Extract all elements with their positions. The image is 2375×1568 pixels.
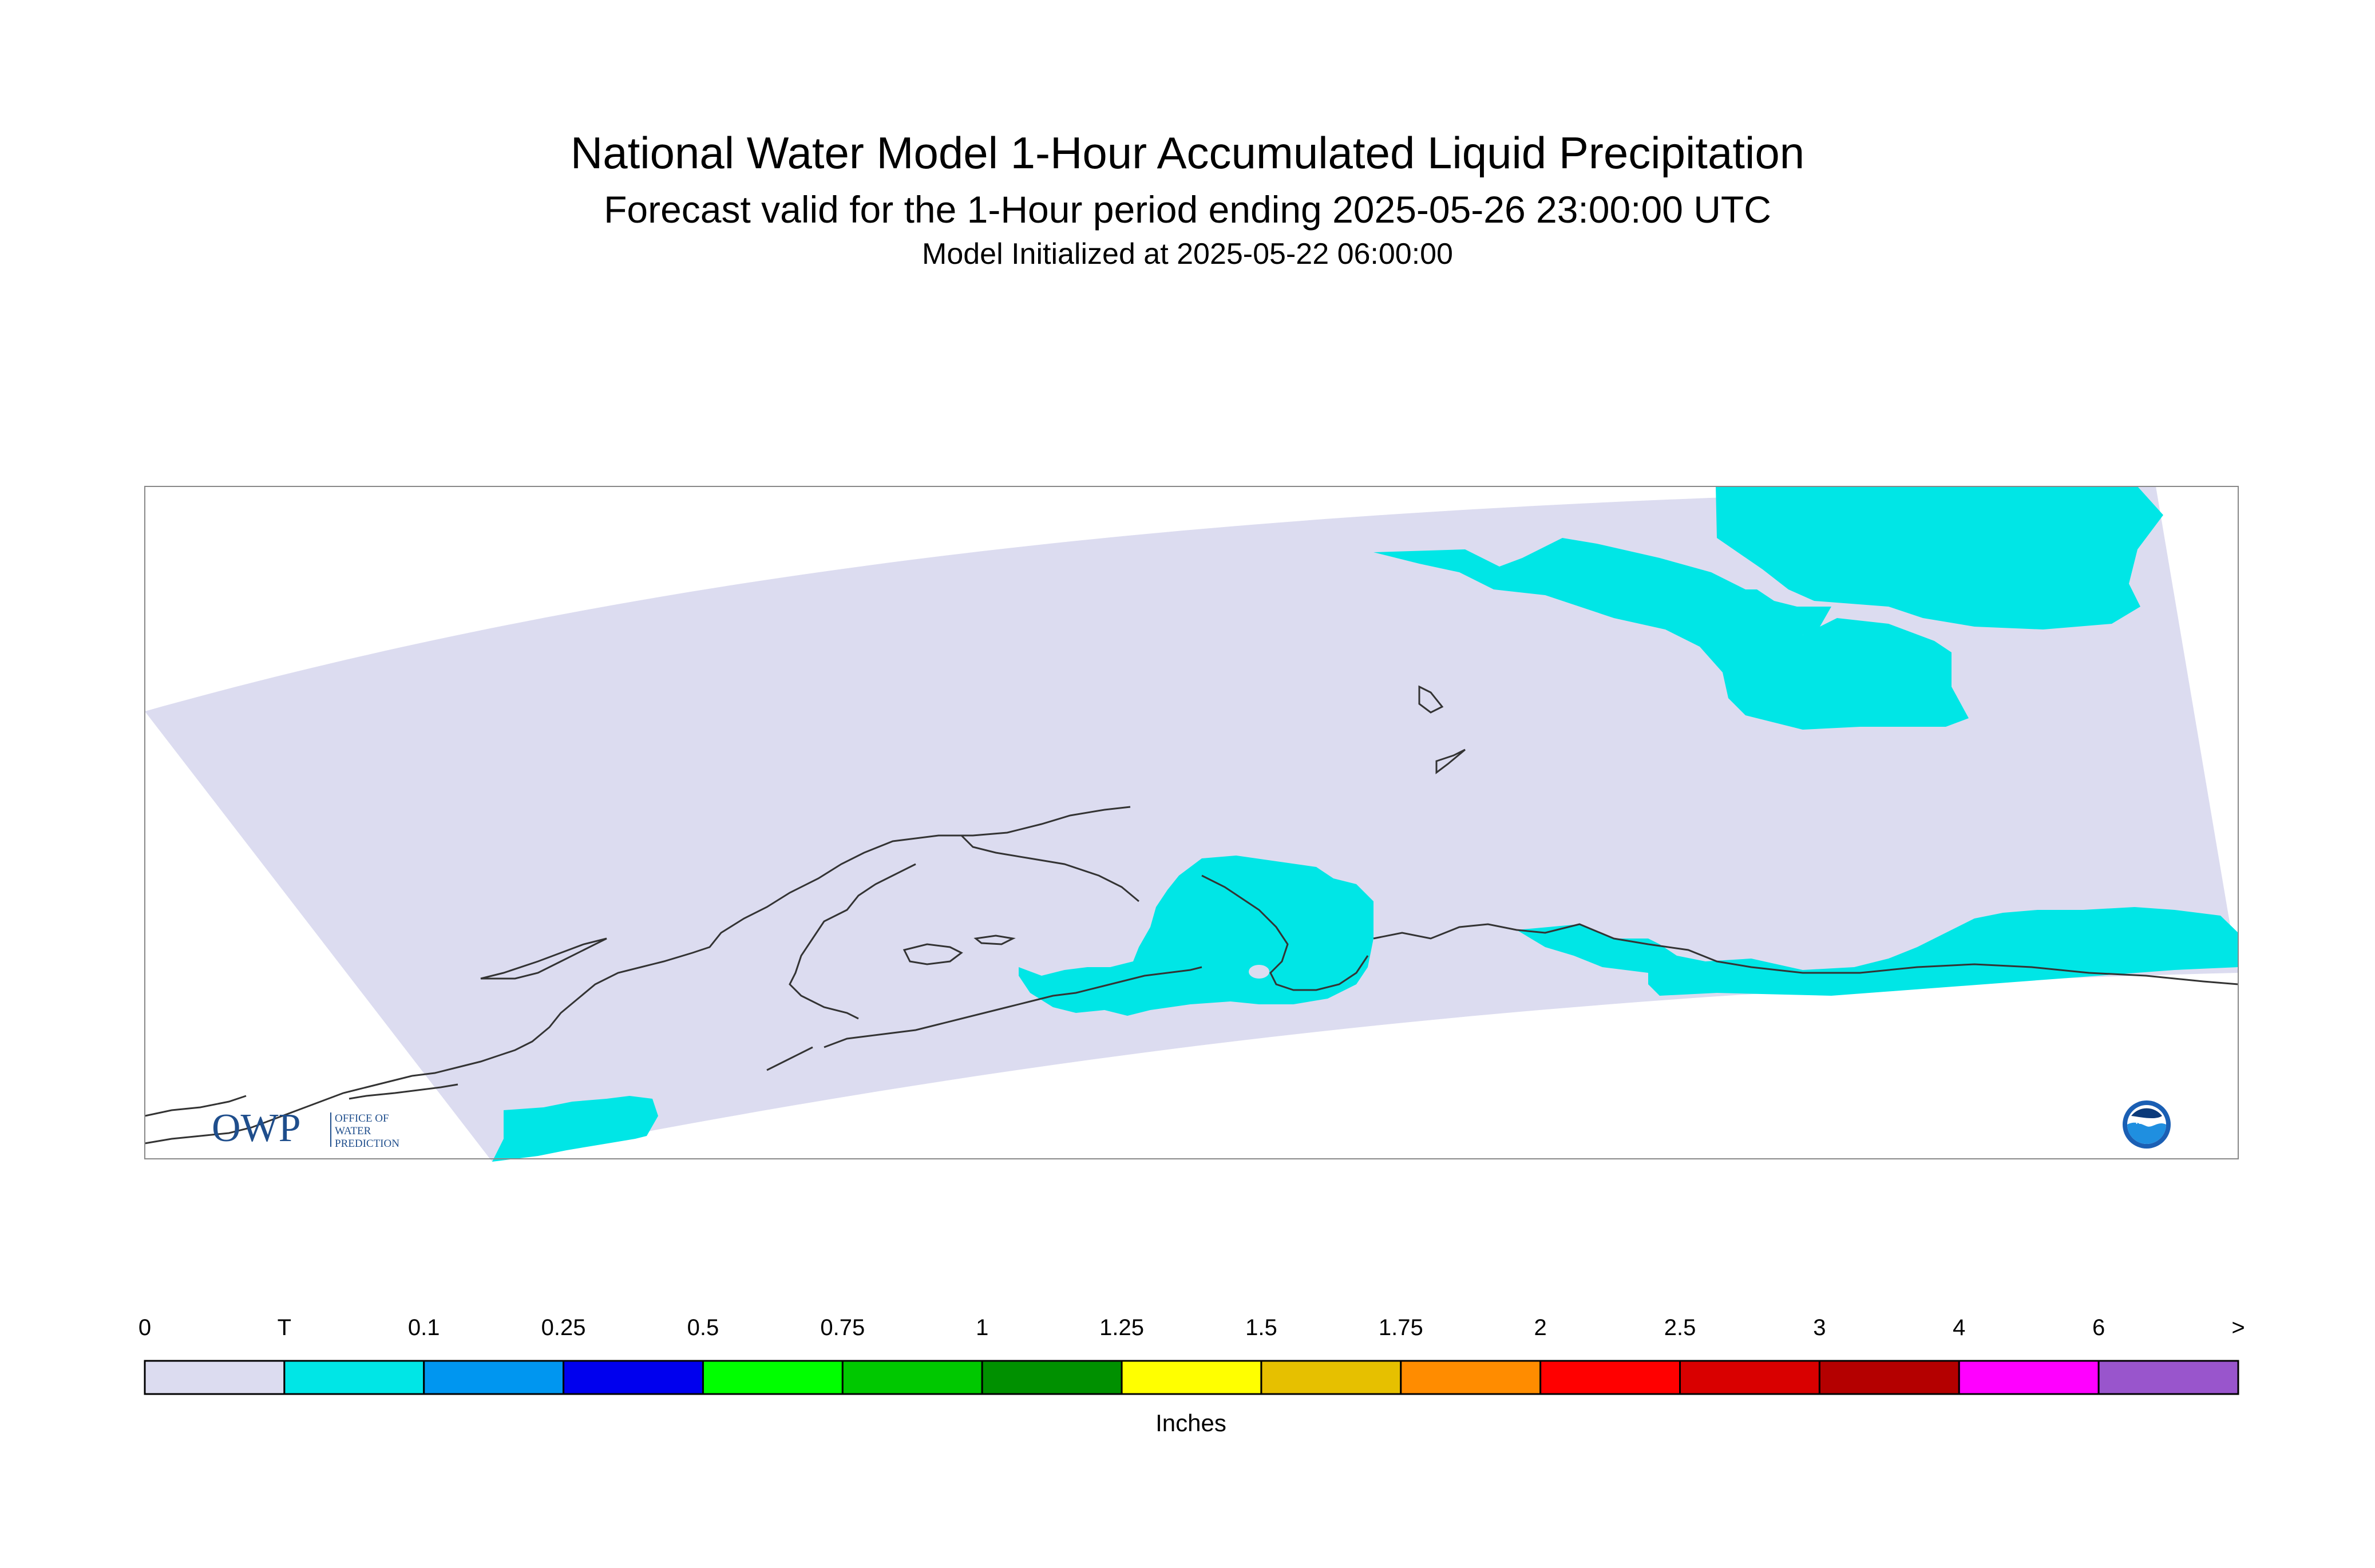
owp-logo-mark: OWP	[212, 1106, 301, 1150]
coastline-bristol-bay	[1201, 874, 1369, 991]
colorbar-swatch	[144, 1360, 286, 1395]
coastline-island-1	[973, 935, 1016, 945]
coastline-alaska-peninsula	[824, 966, 1202, 1048]
colorbar-tick-label: 1	[976, 1315, 989, 1340]
coastline-nunivak	[902, 943, 963, 965]
colorbar-swatch	[1679, 1360, 1820, 1395]
precip-area-southwest	[492, 1096, 658, 1162]
noaa-logo: NOAA	[2123, 1100, 2171, 1149]
precip-area-bristol-bay	[1019, 856, 1373, 1016]
precip-area-north-central	[1373, 538, 1969, 730]
owp-logo-line3: PREDICTION	[335, 1138, 399, 1150]
coastline-mainland	[144, 806, 1131, 1145]
coastline-south	[1373, 923, 2239, 985]
coastline-kuskokwim	[789, 863, 916, 1020]
noaa-logo-mark: NOAA	[2136, 1117, 2158, 1126]
coastline-aleutians	[766, 1046, 813, 1071]
model-init-time: Model Initialized at 2025-05-22 06:00:00	[922, 237, 1453, 271]
owp-logo-line1: OFFICE OF	[335, 1112, 389, 1124]
colorbar-swatch	[981, 1360, 1123, 1395]
colorbar-swatch	[1539, 1360, 1681, 1395]
coastline-st-lawrence	[480, 937, 607, 980]
coastline-chukotka	[349, 1083, 458, 1100]
colorbar-tick-label: 2	[1534, 1315, 1547, 1340]
colorbar-swatch	[702, 1360, 844, 1395]
colorbar-tick-label: >	[2231, 1315, 2245, 1340]
colorbar-tick-label: 0.75	[820, 1315, 865, 1340]
colorbar-swatch	[1400, 1360, 1542, 1395]
owp-logo-line2: WATER	[335, 1125, 371, 1137]
colorbar-tick-label: 1.75	[1378, 1315, 1423, 1340]
colorbar-tick-label: 6	[2092, 1315, 2105, 1340]
colorbar-swatch	[1958, 1360, 2100, 1395]
colorbar-swatch	[1121, 1360, 1262, 1395]
colorbar-tick-label: 1.5	[1245, 1315, 1277, 1340]
coastline-island-3	[1435, 749, 1466, 774]
coastlines	[144, 685, 2239, 1145]
colorbar-units: Inches	[1155, 1409, 1226, 1436]
trace-precip-areas	[492, 486, 2238, 1162]
colorbar-tick-label: 4	[1953, 1315, 1966, 1340]
colorbar-tick-label: T	[277, 1315, 292, 1340]
colorbar-tick-label: 1.25	[1099, 1315, 1144, 1340]
precip-area-northeast	[1716, 486, 2163, 629]
coastline-russia-west	[144, 1095, 247, 1117]
colorbar-swatch	[1260, 1360, 1402, 1395]
colorbar-swatch	[423, 1360, 565, 1395]
map-title: National Water Model 1-Hour Accumulated …	[570, 128, 1805, 178]
colorbar	[144, 1360, 2239, 1395]
precip-gap	[1249, 965, 1269, 979]
colorbar-swatch	[841, 1360, 983, 1395]
colorbar-tick-label: 0	[138, 1315, 152, 1340]
owp-logo: OWP OFFICE OF WATER PREDICTION	[212, 1106, 399, 1150]
colorbar-tick-label: 0.25	[541, 1315, 586, 1340]
colorbar-swatch	[1818, 1360, 1960, 1395]
colorbar-tick-label: 0.5	[687, 1315, 719, 1340]
colorbar-tick-label: 3	[1813, 1315, 1826, 1340]
coastline-seward-peninsula	[960, 834, 1139, 902]
map-frame	[144, 486, 2239, 1159]
coastline-island-2	[1418, 685, 1444, 714]
colorbar-swatch	[2097, 1360, 2239, 1395]
precip-area-southeast-coast	[1517, 907, 2238, 996]
colorbar-swatch	[563, 1360, 704, 1395]
colorbar-swatch	[283, 1360, 425, 1395]
colorbar-tick-label: 0.1	[407, 1315, 440, 1340]
map-subtitle: Forecast valid for the 1-Hour period end…	[604, 188, 1771, 231]
colorbar-tick-label: 2.5	[1664, 1315, 1696, 1340]
